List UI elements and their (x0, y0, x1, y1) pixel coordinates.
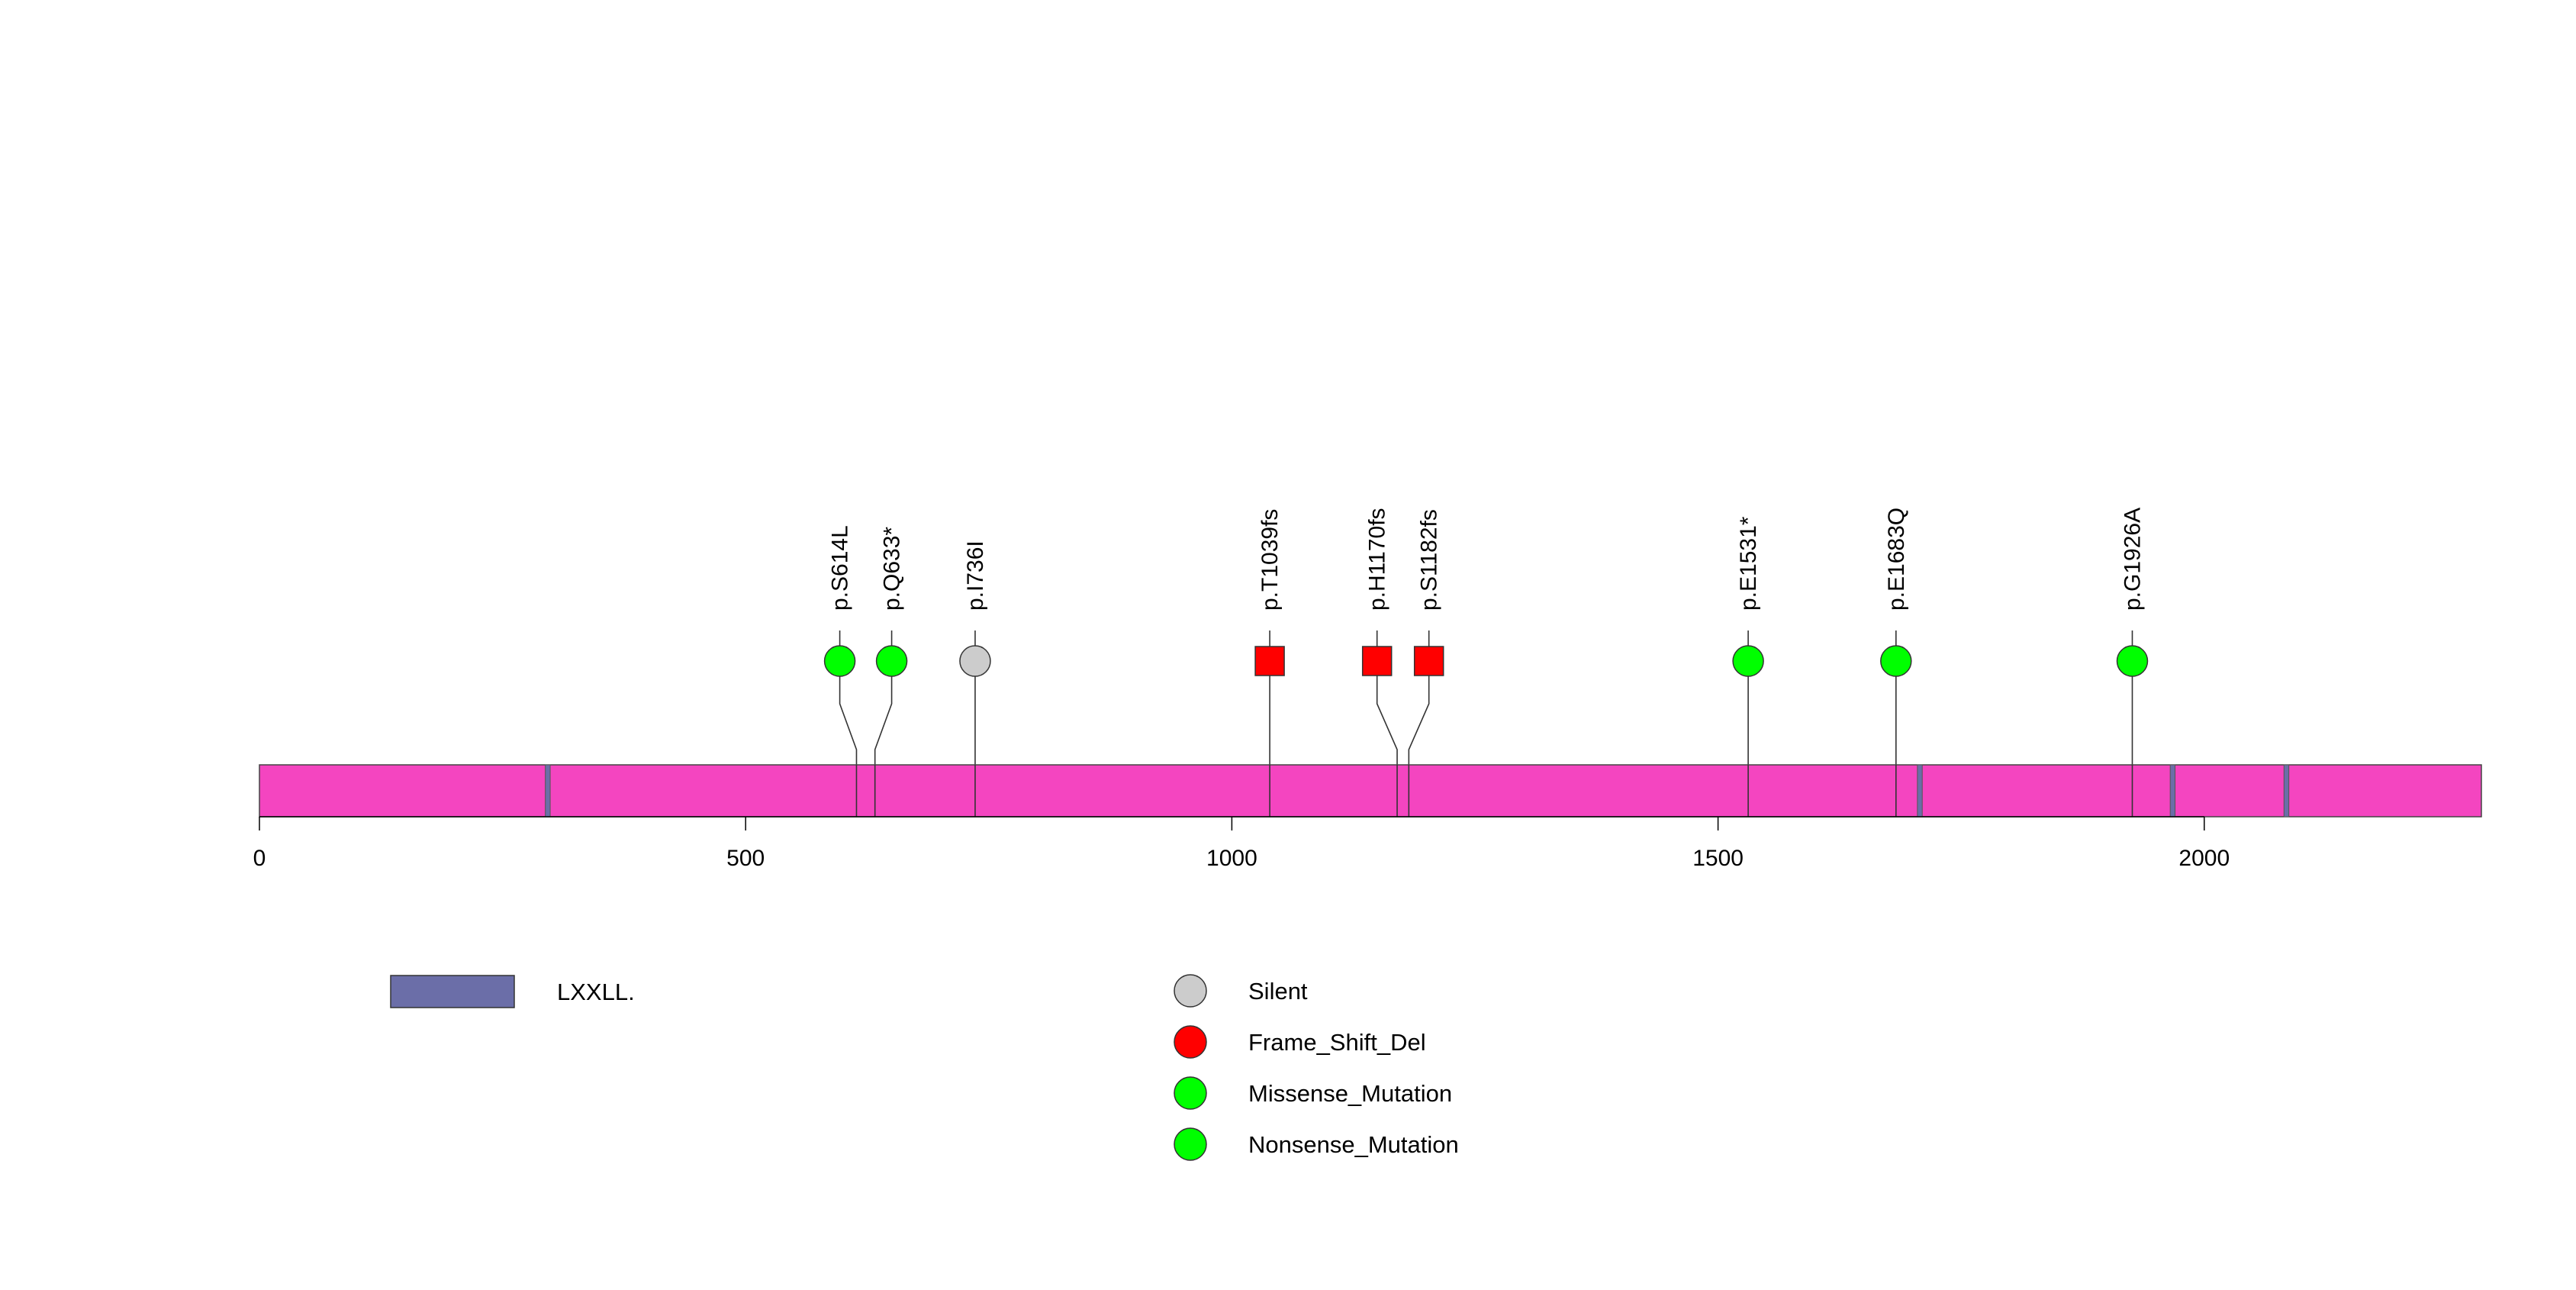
x-axis: 0 500 1000 1500 2000 (253, 816, 2230, 871)
mutation-label: p.T1039fs (1257, 509, 1283, 611)
type-legend-label: Missense_Mutation (1248, 1080, 1452, 1107)
protein-track (259, 764, 2482, 818)
mutation-label: p.E1683Q (1884, 508, 1909, 611)
x-tick-label: 2000 (2178, 846, 2230, 871)
domain-legend-label: LXXLL. (557, 979, 635, 1005)
type-legend-swatch (1174, 1025, 1207, 1059)
mutation-labels: p.S614L p.Q633* p.I736I p.T1039fs p.H1170fs p… (828, 508, 2146, 611)
mutation-marker (2116, 645, 2149, 677)
mutation-marker (959, 645, 991, 677)
mutation-marker (823, 645, 856, 677)
mutation-marker (1254, 646, 1285, 676)
mutation-stems (839, 630, 2133, 765)
mutation-type-legend: Silent Frame_Shift_Del Missense_Mutation No… (1174, 974, 1459, 1161)
mutation-markers (823, 645, 2149, 677)
mutation-label: p.S1182fs (1417, 509, 1442, 611)
x-tick-label: 1000 (1206, 846, 1257, 871)
mutation-marker (1361, 646, 1393, 676)
type-legend-label: Nonsense_Mutation (1248, 1131, 1459, 1158)
type-legend-swatch (1174, 974, 1207, 1008)
domain-legend: LXXLL. (390, 975, 635, 1008)
type-legend-swatch (1174, 1127, 1207, 1161)
mutation-label: p.S614L (828, 525, 853, 611)
mutation-label: p.E1531* (1736, 516, 1761, 611)
protein-bar (259, 764, 2482, 818)
type-legend-label: Frame_Shift_Del (1248, 1029, 1426, 1056)
x-tick-label: 1500 (1692, 846, 1744, 871)
mutation-label: p.Q633* (880, 527, 905, 611)
x-tick-label: 500 (726, 846, 765, 871)
mutation-label: p.G1926A (2120, 508, 2145, 611)
domain-region (2283, 764, 2290, 818)
x-tick-label: 0 (253, 846, 266, 871)
domain-region (2169, 764, 2176, 818)
domain-region (545, 764, 551, 818)
mutation-marker (1880, 645, 1912, 677)
mutation-marker (1732, 645, 1764, 677)
mutation-label: p.H1170fs (1365, 508, 1390, 611)
domain-legend-swatch (390, 975, 515, 1008)
type-legend-label: Silent (1248, 978, 1308, 1005)
type-legend-swatch (1174, 1076, 1207, 1110)
mutation-marker (1413, 646, 1444, 676)
mutation-label: p.I736I (963, 540, 988, 611)
domain-region (1917, 764, 1923, 818)
mutation-marker (875, 645, 908, 677)
